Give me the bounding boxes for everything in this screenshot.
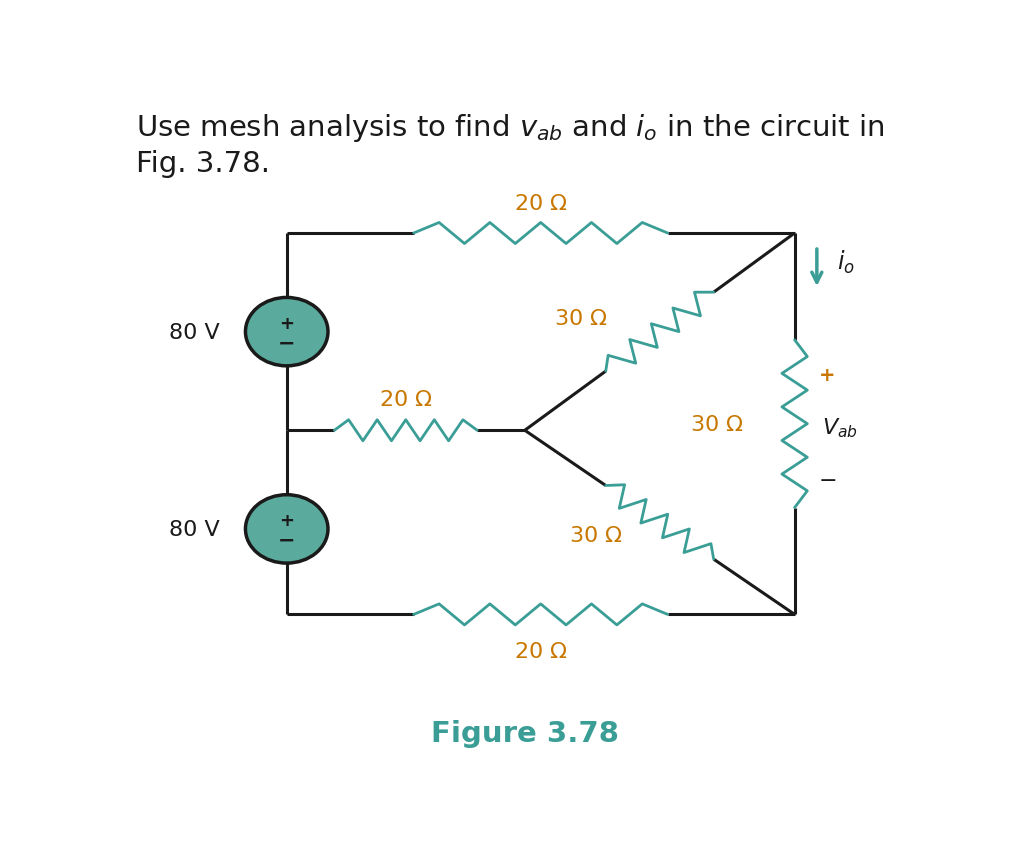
Text: +: + [818, 365, 835, 385]
Circle shape [246, 298, 328, 367]
Text: $i_o$: $i_o$ [837, 248, 855, 276]
Text: 80 V: 80 V [169, 322, 219, 342]
Text: $V_{ab}$: $V_{ab}$ [822, 415, 858, 439]
Text: −: − [818, 470, 837, 490]
Text: 20 $\Omega$: 20 $\Omega$ [514, 194, 567, 214]
Text: 30 $\Omega$: 30 $\Omega$ [569, 525, 623, 546]
Text: 20 $\Omega$: 20 $\Omega$ [379, 389, 432, 409]
Text: Figure 3.78: Figure 3.78 [431, 719, 618, 747]
Text: Fig. 3.78.: Fig. 3.78. [136, 150, 270, 178]
Text: +: + [280, 315, 294, 333]
Text: −: − [278, 334, 296, 353]
Text: Use mesh analysis to find $v_{ab}$ and $i_o$ in the circuit in: Use mesh analysis to find $v_{ab}$ and $… [136, 113, 885, 144]
Text: 30 $\Omega$: 30 $\Omega$ [554, 309, 607, 329]
Text: +: + [280, 512, 294, 530]
Text: −: − [278, 531, 296, 550]
Circle shape [246, 495, 328, 564]
Text: 30 $\Omega$: 30 $\Omega$ [689, 415, 743, 434]
Text: 20 $\Omega$: 20 $\Omega$ [514, 641, 567, 661]
Text: 80 V: 80 V [169, 519, 219, 539]
